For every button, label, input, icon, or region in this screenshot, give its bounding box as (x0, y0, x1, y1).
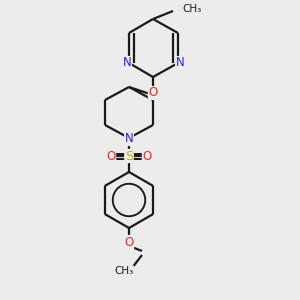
Text: CH₃: CH₃ (114, 266, 134, 276)
Text: O: O (124, 236, 134, 248)
Text: S: S (125, 149, 133, 163)
Text: O: O (106, 149, 116, 163)
Text: O: O (142, 149, 152, 163)
Text: N: N (124, 133, 134, 146)
Text: N: N (176, 56, 184, 70)
Text: N: N (123, 56, 131, 70)
Text: CH₃: CH₃ (182, 4, 201, 14)
Text: O: O (148, 86, 158, 100)
